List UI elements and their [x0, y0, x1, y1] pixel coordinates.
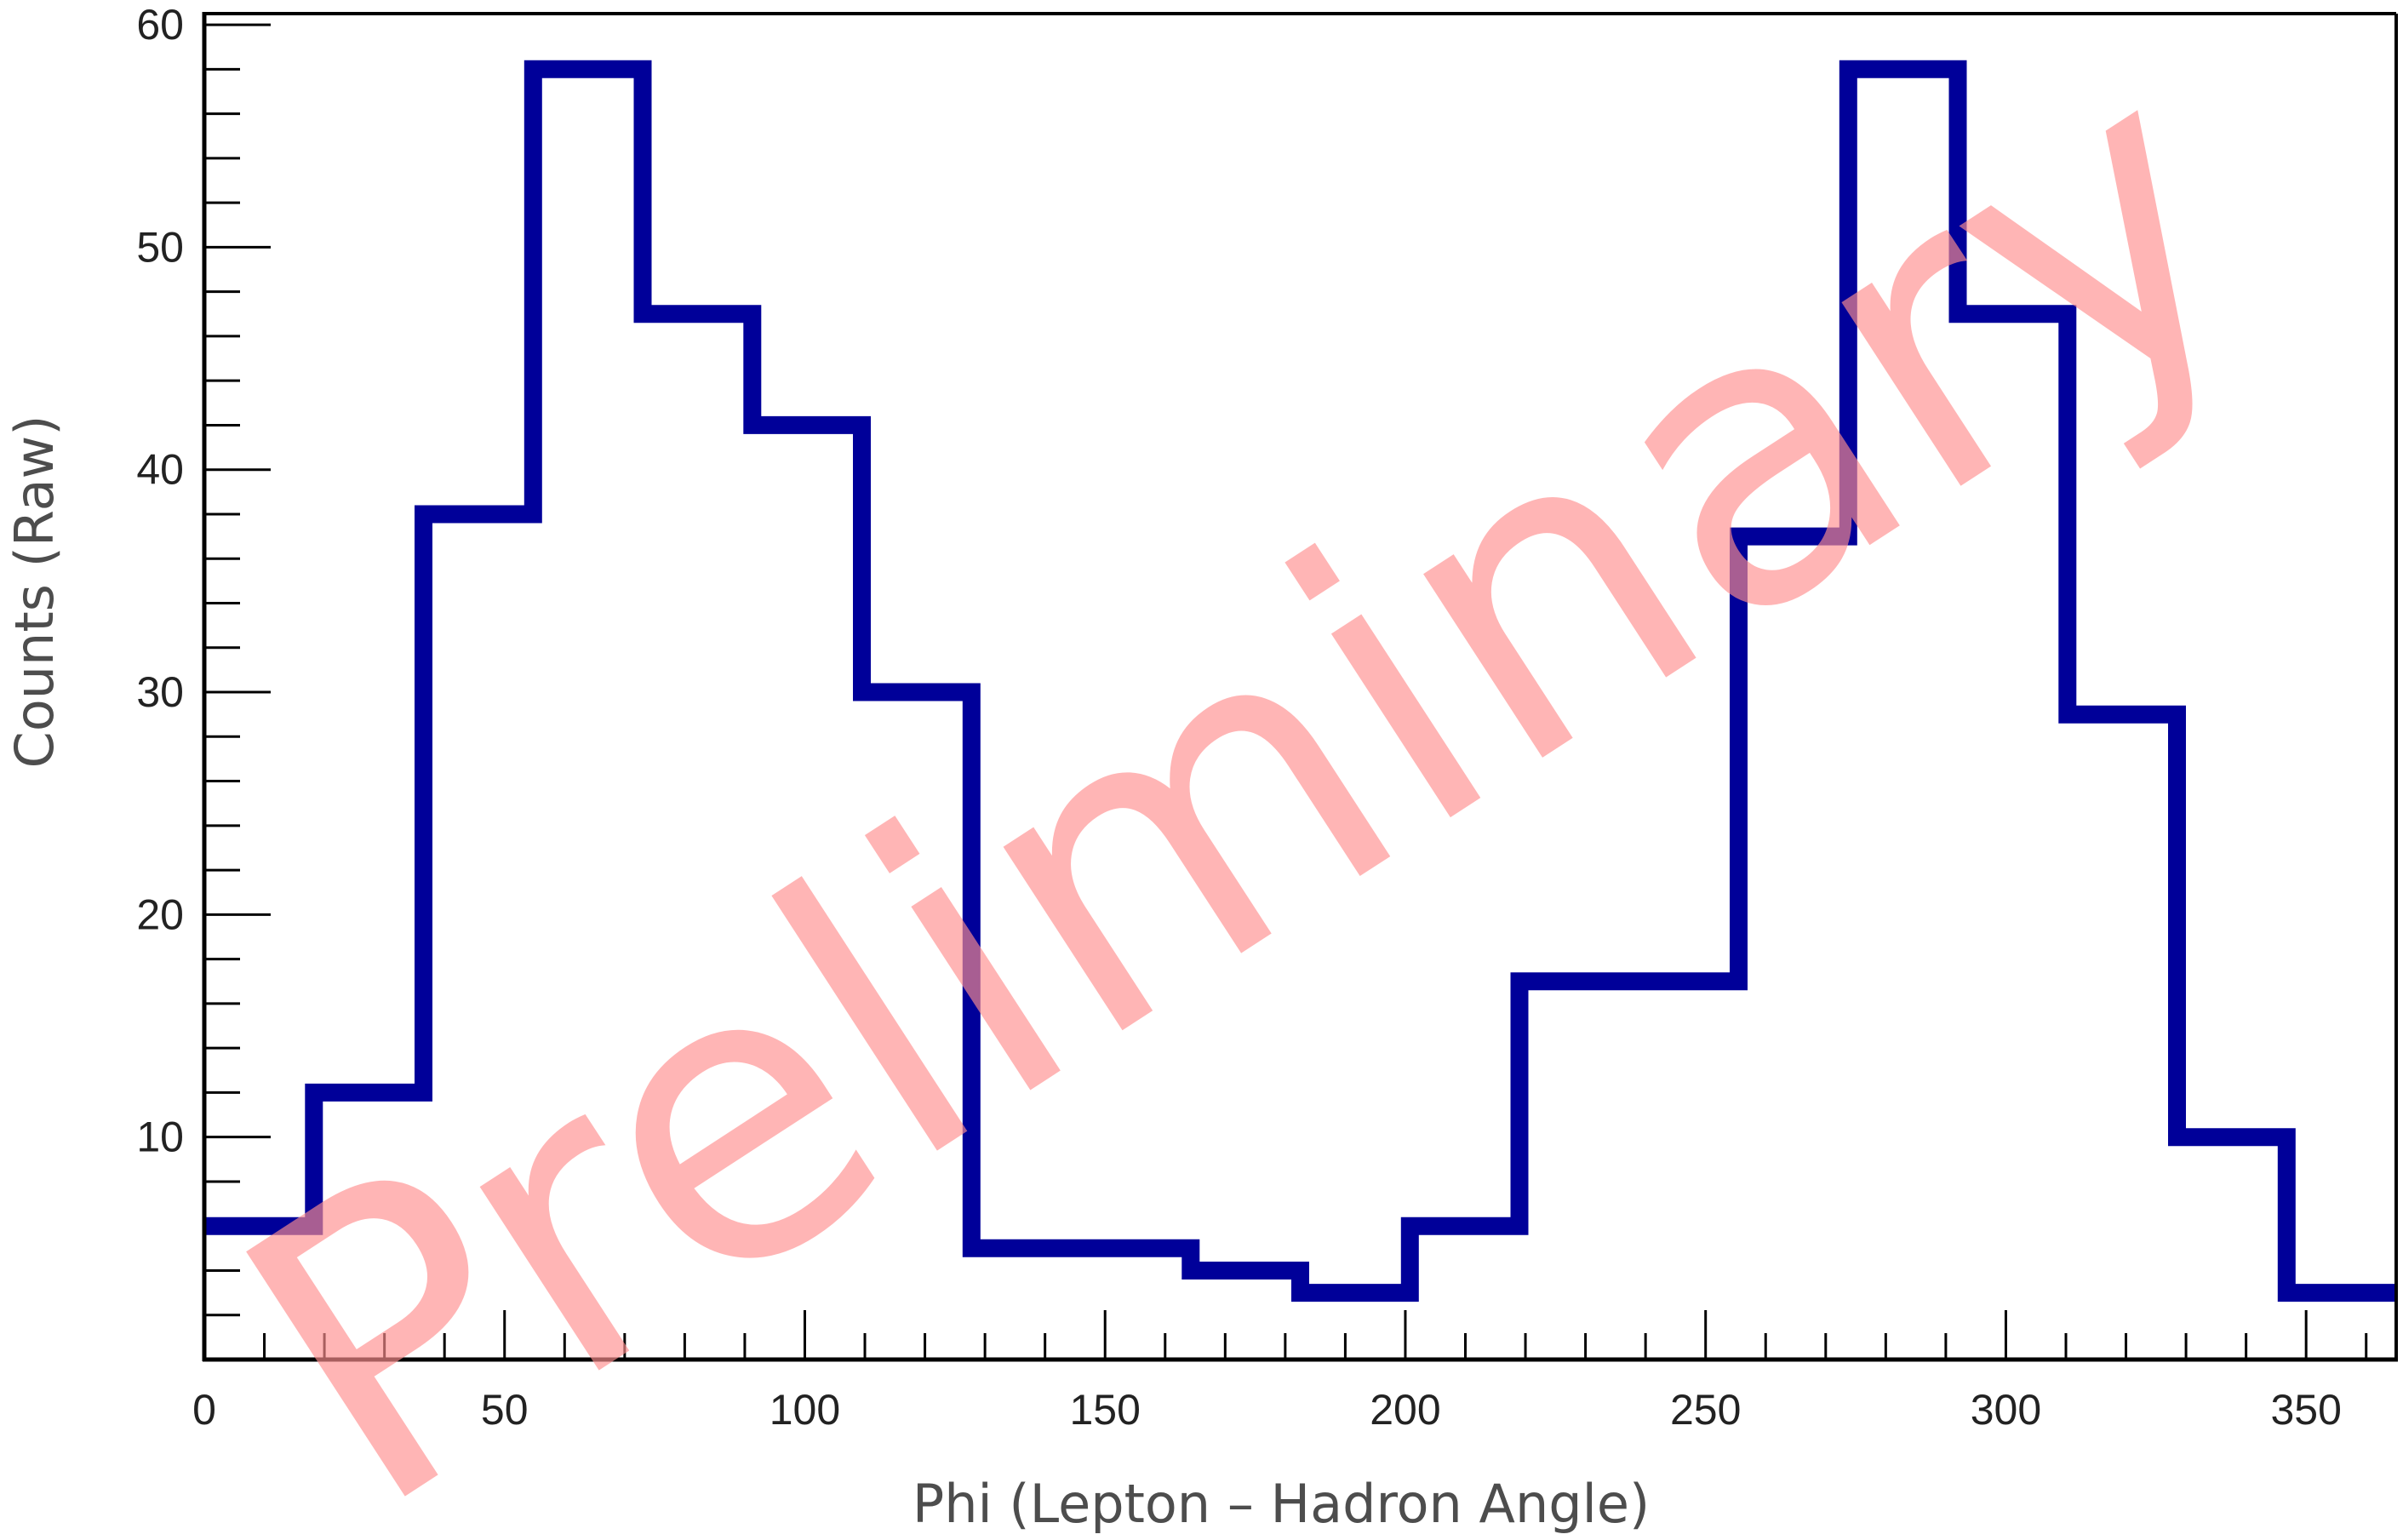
tick-labels: 10 20 30 40 50 60 0 50 100 150 200 250 300 350 — [136, 1, 2342, 1434]
histogram-bin — [1191, 1270, 1301, 1360]
x-tick-label: 150 — [1070, 1386, 1141, 1434]
histogram-bin — [1519, 982, 1629, 1360]
y-tick-label: 40 — [136, 446, 184, 494]
histogram-bin — [2068, 714, 2177, 1360]
histogram-bin — [1410, 1226, 1519, 1360]
x-tick-label: 0 — [192, 1386, 216, 1434]
histogram-bin — [971, 1248, 1081, 1360]
y-tick-label: 60 — [136, 1, 184, 49]
x-tick-label: 200 — [1370, 1386, 1440, 1434]
x-tick-label: 250 — [1670, 1386, 1741, 1434]
plot-frame — [202, 12, 2398, 1362]
y-tick-label: 50 — [136, 223, 184, 271]
x-axis-title: Phi (Lepton – Hadron Angle) — [913, 1473, 1650, 1535]
y-axis-title: Counts (Raw) — [3, 415, 66, 769]
x-tick-label: 50 — [481, 1386, 529, 1434]
x-tick-label: 350 — [2270, 1386, 2341, 1434]
histogram-bin — [2286, 1293, 2396, 1360]
histogram-bin — [1081, 1248, 1191, 1360]
x-tick-label: 100 — [770, 1386, 840, 1434]
y-tick-label: 10 — [136, 1113, 184, 1161]
y-tick-label: 30 — [136, 668, 184, 716]
histogram-bin — [1629, 982, 1739, 1360]
y-tick-label: 20 — [136, 890, 184, 938]
histogram-bin — [2177, 1137, 2287, 1360]
histogram-bin — [1301, 1293, 1410, 1360]
x-tick-label: 300 — [1971, 1386, 2041, 1434]
histogram-step-line — [204, 60, 2396, 1302]
histogram-series — [204, 60, 2396, 1360]
